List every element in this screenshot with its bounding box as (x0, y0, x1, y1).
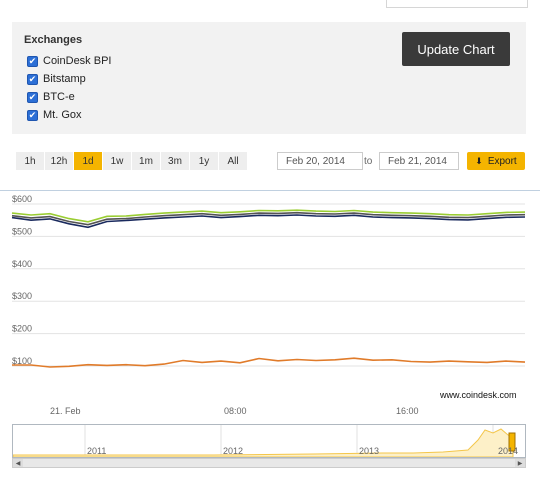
series-line-coindesk (11, 209, 526, 223)
date-to-label: to (364, 156, 373, 167)
x-tick-label: 08:00 (224, 406, 247, 416)
y-tick-label: $200 (12, 324, 32, 334)
timeline-scrollbar[interactable]: ◀ ▶ (12, 458, 526, 468)
series-line-btce (11, 211, 526, 226)
checkbox-checked-icon[interactable]: ✔ (27, 91, 38, 103)
navigator-year-label: 2013 (359, 446, 380, 456)
range-button-1d[interactable]: 1d (74, 152, 102, 170)
exchanges-panel: Exchanges ✔ CoinDesk BPI ✔ Bitstamp ✔ BT… (12, 22, 526, 134)
navigator-year-label: 2012 (223, 446, 244, 456)
series-line-bitstamp (11, 214, 526, 229)
exchange-item-mtgox[interactable]: ✔ Mt. Gox (27, 108, 82, 122)
navigator-timeline[interactable]: 2011 2012 2013 2014 (12, 424, 526, 458)
y-tick-label: $300 (12, 291, 32, 301)
price-chart: $600 $500 $400 $300 $200 $100 (11, 194, 526, 368)
export-label: Export (487, 155, 517, 167)
scroll-left-icon[interactable]: ◀ (13, 459, 23, 467)
series-line-mtgox (12, 357, 526, 368)
y-tick-label: $600 (12, 194, 32, 204)
date-from-input[interactable]: Feb 20, 2014 (277, 152, 363, 170)
range-button-12h[interactable]: 12h (45, 152, 73, 170)
exchange-label: Bitstamp (43, 73, 86, 85)
range-button-1y[interactable]: 1y (190, 152, 218, 170)
x-tick-label: 21. Feb (50, 406, 81, 416)
checkbox-checked-icon[interactable]: ✔ (27, 73, 38, 85)
exchange-item-coindesk[interactable]: ✔ CoinDesk BPI (27, 54, 111, 68)
checkbox-checked-icon[interactable]: ✔ (27, 55, 38, 67)
range-button-3m[interactable]: 3m (161, 152, 189, 170)
y-tick-label: $100 (12, 356, 32, 366)
scroll-right-icon[interactable]: ▶ (515, 459, 525, 467)
exchange-item-btce[interactable]: ✔ BTC-e (27, 90, 75, 104)
range-button-1m[interactable]: 1m (132, 152, 160, 170)
navigator-handle[interactable] (508, 432, 516, 452)
exchange-label: CoinDesk BPI (43, 55, 112, 67)
range-selector: 1h 12h 1d 1w 1m 3m 1y All (16, 152, 248, 170)
top-input-field[interactable] (386, 0, 528, 8)
exchange-label: BTC-e (43, 91, 75, 103)
chart-top-border (0, 190, 540, 191)
update-chart-button[interactable]: Update Chart (402, 32, 510, 66)
range-button-1h[interactable]: 1h (16, 152, 44, 170)
checkbox-checked-icon[interactable]: ✔ (27, 109, 38, 121)
navigator-year-label: 2014 (498, 446, 519, 456)
x-tick-label: 16:00 (396, 406, 419, 416)
y-tick-label: $400 (12, 259, 32, 269)
date-to-input[interactable]: Feb 21, 2014 (379, 152, 459, 170)
exchange-item-bitstamp[interactable]: ✔ Bitstamp (27, 72, 86, 86)
navigator-year-label: 2011 (87, 446, 107, 456)
export-button[interactable]: ⬇ Export (467, 152, 525, 170)
download-arrow-icon: ⬇ (475, 155, 483, 166)
exchanges-title: Exchanges (24, 34, 83, 46)
watermark-link[interactable]: www.coindesk.com (440, 390, 517, 400)
exchange-label: Mt. Gox (43, 109, 82, 121)
range-button-1w[interactable]: 1w (103, 152, 131, 170)
range-button-all[interactable]: All (219, 152, 247, 170)
navigator-series (13, 425, 516, 457)
y-tick-label: $500 (12, 226, 32, 236)
